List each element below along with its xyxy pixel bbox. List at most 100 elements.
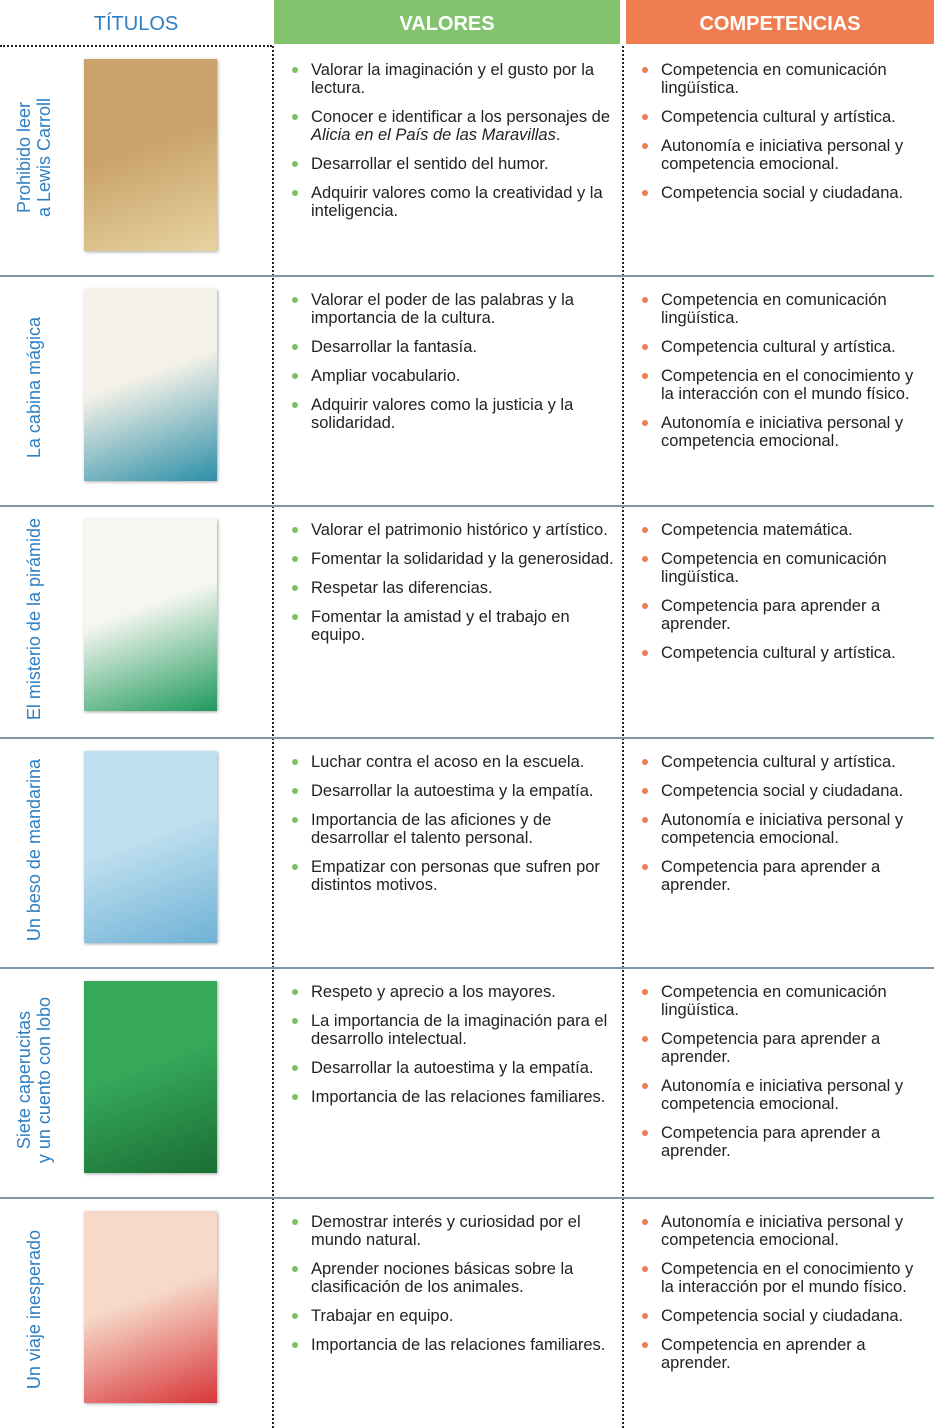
competencia-item: Competencia social y ciudadana.: [634, 184, 930, 202]
header-competencias: COMPETENCIAS: [626, 0, 934, 44]
valores-list: Valorar el patrimonio histórico y artíst…: [284, 521, 614, 655]
book-title: La cabina mágica: [12, 277, 56, 499]
book-title-text: Prohibido leer a Lewis Carroll: [14, 98, 54, 217]
valor-text: Desarrollar la autoestima y la empatía.: [311, 782, 594, 800]
valor-text: Valorar la imaginación y el gusto por la…: [311, 61, 595, 97]
table-row: La cabina mágica Valorar el poder de las …: [0, 277, 934, 507]
book-cover: [84, 519, 217, 711]
competencia-item: Competencia en el conocimiento y la inte…: [634, 367, 930, 403]
valor-text: Importancia de las relaciones familiares…: [311, 1088, 606, 1106]
valores-list: Valorar el poder de las palabras y la im…: [284, 291, 614, 443]
valor-item: Desarrollar la fantasía.: [284, 338, 614, 356]
valores-list: Demostrar interés y curiosidad por el mu…: [284, 1213, 614, 1365]
book-title-text: El misterio de la pirámide: [24, 518, 44, 720]
title-line: Un viaje inesperado: [24, 1229, 44, 1390]
valor-text: Demostrar interés y curiosidad por el mu…: [311, 1213, 581, 1249]
valor-text: Fomentar la solidaridad y la generosidad…: [311, 550, 614, 568]
competencias-list: Competencia en comunicación lingüística.…: [634, 291, 930, 461]
book-cover: [84, 1211, 217, 1403]
competencia-item: Competencia para aprender a aprender.: [634, 1124, 930, 1160]
valor-text: Valorar el poder de las palabras y la im…: [311, 291, 574, 327]
valor-item: Aprender nociones básicas sobre la clasi…: [284, 1260, 614, 1296]
competencia-item: Competencia cultural y artística.: [634, 338, 930, 356]
competencias-list: Autonomía e iniciativa personal y compet…: [634, 1213, 930, 1383]
table-row: Un beso de mandarina Luchar contra el aco…: [0, 739, 934, 969]
book-title: El misterio de la pirámide: [12, 507, 56, 731]
table-row: Siete caperucitas y un cuento con lobo Res…: [0, 969, 934, 1199]
title-line: y un cuento con lobo: [34, 996, 54, 1164]
competencia-item: Competencia para aprender a aprender.: [634, 858, 930, 894]
title-line: Siete caperucitas: [14, 1010, 34, 1150]
valor-item: Demostrar interés y curiosidad por el mu…: [284, 1213, 614, 1249]
competencia-item: Competencia en comunicación lingüística.: [634, 291, 930, 327]
competencias-list: Competencia en comunicación lingüística.…: [634, 61, 930, 213]
row-divider: [0, 967, 934, 969]
valor-item: Empatizar con personas que sufren por di…: [284, 858, 614, 894]
row-divider: [0, 1197, 934, 1199]
competencia-item: Competencia en comunicación lingüística.: [634, 550, 930, 586]
competencia-item: Competencia cultural y artística.: [634, 644, 930, 662]
valor-text: Aprender nociones básicas sobre la clasi…: [311, 1260, 574, 1296]
competencia-item: Competencia en comunicación lingüística.: [634, 983, 930, 1019]
valor-text: Desarrollar la autoestima y la empatía.: [311, 1059, 594, 1077]
title-line: Un beso de mandarina: [24, 758, 44, 942]
valor-text: Desarrollar el sentido del humor.: [311, 155, 549, 173]
valor-item: Importancia de las aficiones y de desarr…: [284, 811, 614, 847]
valores-list: Respeto y aprecio a los mayores. La impor…: [284, 983, 614, 1117]
valor-item: Trabajar en equipo.: [284, 1307, 614, 1325]
competencias-list: Competencia cultural y artística. Compete…: [634, 753, 930, 905]
title-line: a Lewis Carroll: [34, 98, 54, 218]
header-valores: VALORES: [274, 0, 620, 44]
title-line: Prohibido leer: [14, 102, 34, 214]
book-title-text: La cabina mágica: [24, 317, 44, 458]
title-line: El misterio de la pirámide: [24, 517, 44, 721]
valor-text: Importancia de las relaciones familiares…: [311, 1336, 606, 1354]
valor-text: Adquirir valores como la justicia y la s…: [311, 396, 574, 432]
competencia-item: Competencia matemática.: [634, 521, 930, 539]
header-titulos: TÍTULOS: [93, 13, 179, 35]
competencia-item: Autonomía e iniciativa personal y compet…: [634, 811, 930, 847]
valor-item: Importancia de las relaciones familiares…: [284, 1088, 614, 1106]
valor-text: Desarrollar la fantasía.: [311, 338, 477, 356]
competencia-item: Competencia en comunicación lingüística.: [634, 61, 930, 97]
book-title: Prohibido leer a Lewis Carroll: [12, 47, 56, 269]
valor-text: Empatizar con personas que sufren por di…: [311, 858, 600, 894]
valores-list: Luchar contra el acoso en la escuela. Des…: [284, 753, 614, 905]
valor-text: Fomentar la amistad y el trabajo en equi…: [311, 608, 570, 644]
valor-item: Ampliar vocabulario.: [284, 367, 614, 385]
valor-item: Fomentar la solidaridad y la generosidad…: [284, 550, 614, 568]
table-row: Un viaje inesperado Demostrar interés y c…: [0, 1199, 934, 1428]
valor-text: Adquirir valores como la creatividad y l…: [311, 184, 603, 220]
competencias-list: Competencia en comunicación lingüística.…: [634, 983, 930, 1171]
row-divider: [0, 505, 934, 507]
book-cover: [84, 289, 217, 481]
book-cover: [84, 59, 217, 251]
valor-item: Luchar contra el acoso en la escuela.: [284, 753, 614, 771]
valor-item: Conocer e identificar a los personajes d…: [284, 108, 614, 144]
competencia-item: Autonomía e iniciativa personal y compet…: [634, 137, 930, 173]
valor-item: Desarrollar la autoestima y la empatía.: [284, 1059, 614, 1077]
valor-item: Desarrollar el sentido del humor.: [284, 155, 614, 173]
valor-italic: Alicia en el País de las Maravillas: [311, 126, 556, 144]
book-title-text: Siete caperucitas y un cuento con lobo: [14, 997, 54, 1163]
valor-text: Trabajar en equipo.: [311, 1307, 454, 1325]
competencia-item: Competencia cultural y artística.: [634, 108, 930, 126]
competencia-item: Competencia para aprender a aprender.: [634, 597, 930, 633]
competencia-item: Competencia para aprender a aprender.: [634, 1030, 930, 1066]
book-title: Un viaje inesperado: [12, 1199, 56, 1420]
valor-item: Adquirir valores como la creatividad y l…: [284, 184, 614, 220]
row-divider: [0, 275, 934, 277]
competencia-item: Competencia cultural y artística.: [634, 753, 930, 771]
title-line: La cabina mágica: [24, 317, 44, 459]
valor-text: Conocer e identificar a los personajes d…: [311, 108, 611, 126]
valor-text: La importancia de la imaginación para el…: [311, 1012, 608, 1048]
valor-item: Valorar el poder de las palabras y la im…: [284, 291, 614, 327]
valor-text: Valorar el patrimonio histórico y artíst…: [311, 521, 608, 539]
competencia-item: Competencia social y ciudadana.: [634, 782, 930, 800]
book-cover: [84, 751, 217, 943]
competencia-item: Competencia en el conocimiento y la inte…: [634, 1260, 930, 1296]
valor-text: Ampliar vocabulario.: [311, 367, 461, 385]
valor-text: Respetar las diferencias.: [311, 579, 493, 597]
valor-text: Respeto y aprecio a los mayores.: [311, 983, 556, 1001]
